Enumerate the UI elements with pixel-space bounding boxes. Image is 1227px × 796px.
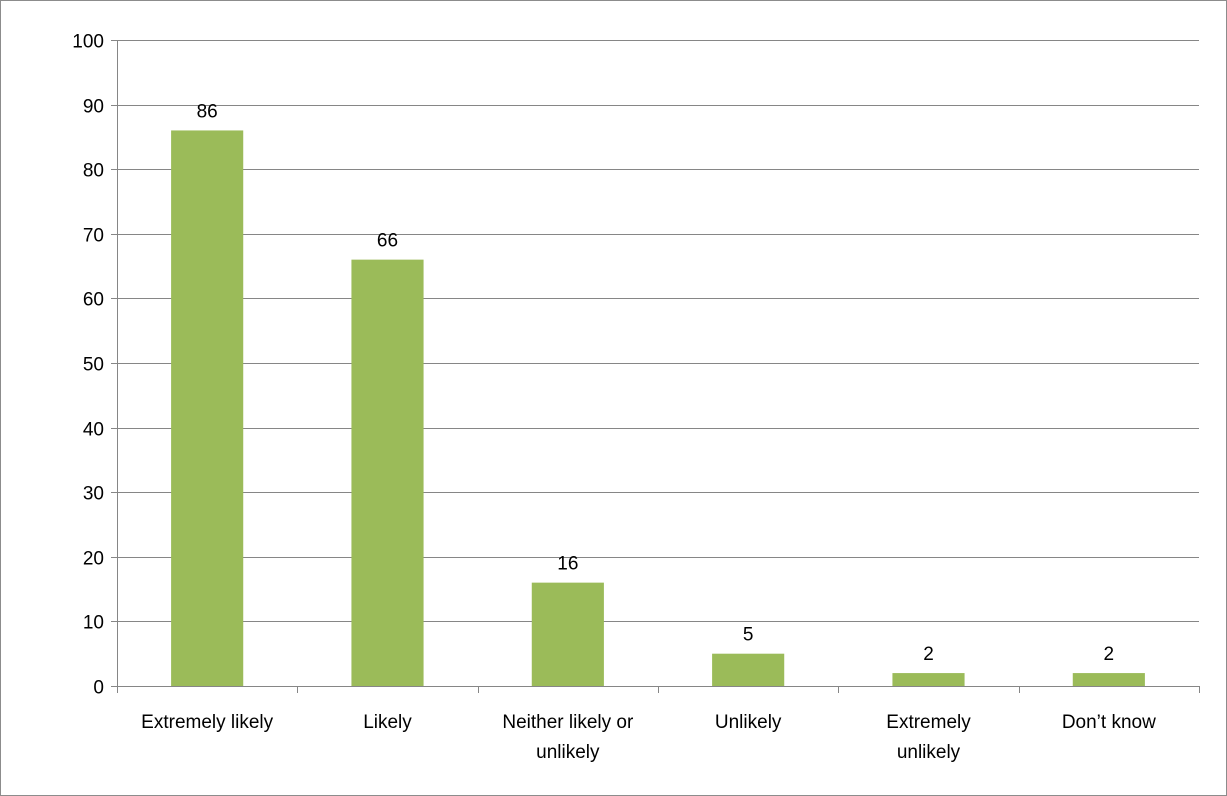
y-tick-label: 10 <box>83 613 104 634</box>
data-label: 2 <box>1104 644 1115 665</box>
y-tick-label: 70 <box>83 226 104 247</box>
data-label: 2 <box>923 644 934 665</box>
bar <box>892 673 965 686</box>
bar <box>1072 673 1145 686</box>
bar <box>351 259 424 686</box>
category-label: unlikely <box>897 742 961 763</box>
category-label: unlikely <box>536 742 600 763</box>
category-label: Likely <box>363 712 412 733</box>
y-tick-label: 90 <box>83 97 104 118</box>
y-tick-label: 60 <box>83 290 104 311</box>
y-tick-label: 20 <box>83 549 104 570</box>
category-label: Extremely <box>886 712 971 733</box>
data-label: 16 <box>557 554 578 575</box>
bar <box>712 653 785 686</box>
y-tick-label: 30 <box>83 484 104 505</box>
data-label: 86 <box>197 101 218 122</box>
y-tick-label: 40 <box>83 420 104 441</box>
bar <box>531 582 604 686</box>
data-label: 5 <box>743 625 754 646</box>
labels: 0 10 20 30 40 50 60 70 80 90 100 86 Extremely likely… <box>72 32 1156 764</box>
gridlines <box>117 40 1199 622</box>
category-label: Unlikely <box>715 712 782 733</box>
y-tick-label: 80 <box>83 161 104 182</box>
bar <box>171 130 244 686</box>
y-tick-label: 50 <box>83 355 104 376</box>
category-label: Extremely likely <box>141 712 273 733</box>
y-tick-label: 0 <box>93 678 104 699</box>
y-tick-label: 100 <box>72 32 104 53</box>
category-label: Neither likely or <box>502 712 634 733</box>
bars <box>171 130 1145 686</box>
data-label: 66 <box>377 231 398 252</box>
category-label: Don’t know <box>1062 712 1156 733</box>
axes <box>111 40 1200 693</box>
